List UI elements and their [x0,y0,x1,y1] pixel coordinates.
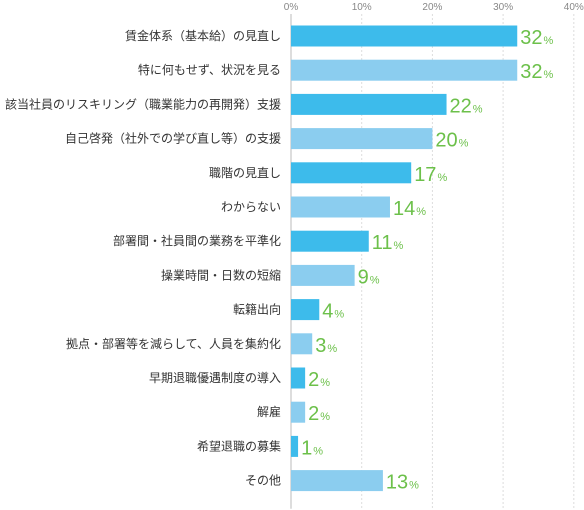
category-label: 操業時間・日数の短縮 [161,267,281,282]
category-label: 解雇 [257,404,281,419]
bar [291,333,313,355]
x-tick-label: 40% [564,2,584,13]
value-label: 2% [308,369,330,391]
value-label: 20% [435,130,468,152]
x-axis-ticks: 0% 10% 20% 30% 40% [284,2,584,13]
category-label: 賃金体系（基本給）の見直し [125,28,281,43]
category-label: 希望退職の募集 [197,438,281,453]
bar [291,196,390,218]
value-label: 32% [520,61,553,83]
value-label: 14% [393,198,426,220]
bar [291,162,412,184]
bar [291,401,306,423]
value-label: 4% [322,301,344,323]
value-label: 3% [315,335,337,357]
grid-lines [290,14,575,509]
value-label: 1% [301,437,323,459]
bar [291,59,518,81]
x-tick-label: 30% [493,2,513,13]
value-label: 17% [414,164,447,186]
category-label: その他 [245,474,281,488]
bar [291,264,355,286]
value-label: 32% [520,27,553,49]
bar [291,230,369,252]
bar [291,470,383,492]
bar [291,128,433,150]
category-label: 早期退職優遇制度の導入 [149,370,281,385]
value-labels: 32% 32% 22% 20% 17% 14% 11% 9% 4% 3% 2% 2% 1% 13% [301,27,553,494]
bar [291,435,299,457]
category-label: 職階の見直し [209,165,281,180]
value-label: 11% [372,232,404,254]
bar [291,367,306,389]
category-label: 転籍出向 [233,302,281,317]
x-tick-label: 20% [422,2,442,13]
value-label: 9% [358,266,380,288]
bar [291,93,447,115]
value-label: 22% [450,95,483,117]
value-label: 2% [308,403,330,425]
category-label: 部署間・社員間の業務を平準化 [113,233,281,248]
bar [291,25,518,47]
x-tick-label: 0% [284,2,299,13]
category-label: 該当社員のリスキリング（職業能力の再開発）支援 [5,96,281,111]
category-label: 特に何もせず、状況を見る [138,62,281,77]
category-label: 拠点・部署等を減らして、人員を集約化 [66,336,281,351]
value-label: 13% [386,472,419,494]
x-tick-label: 10% [352,2,372,13]
bar [291,299,320,321]
bars [291,25,518,492]
category-label: 自己啓発（社外での学び直し等）の支援 [65,131,281,146]
category-labels: 賃金体系（基本給）の見直し特に何もせず、状況を見る該当社員のリスキリング（職業能… [5,28,281,488]
category-label: わからない [221,200,281,214]
